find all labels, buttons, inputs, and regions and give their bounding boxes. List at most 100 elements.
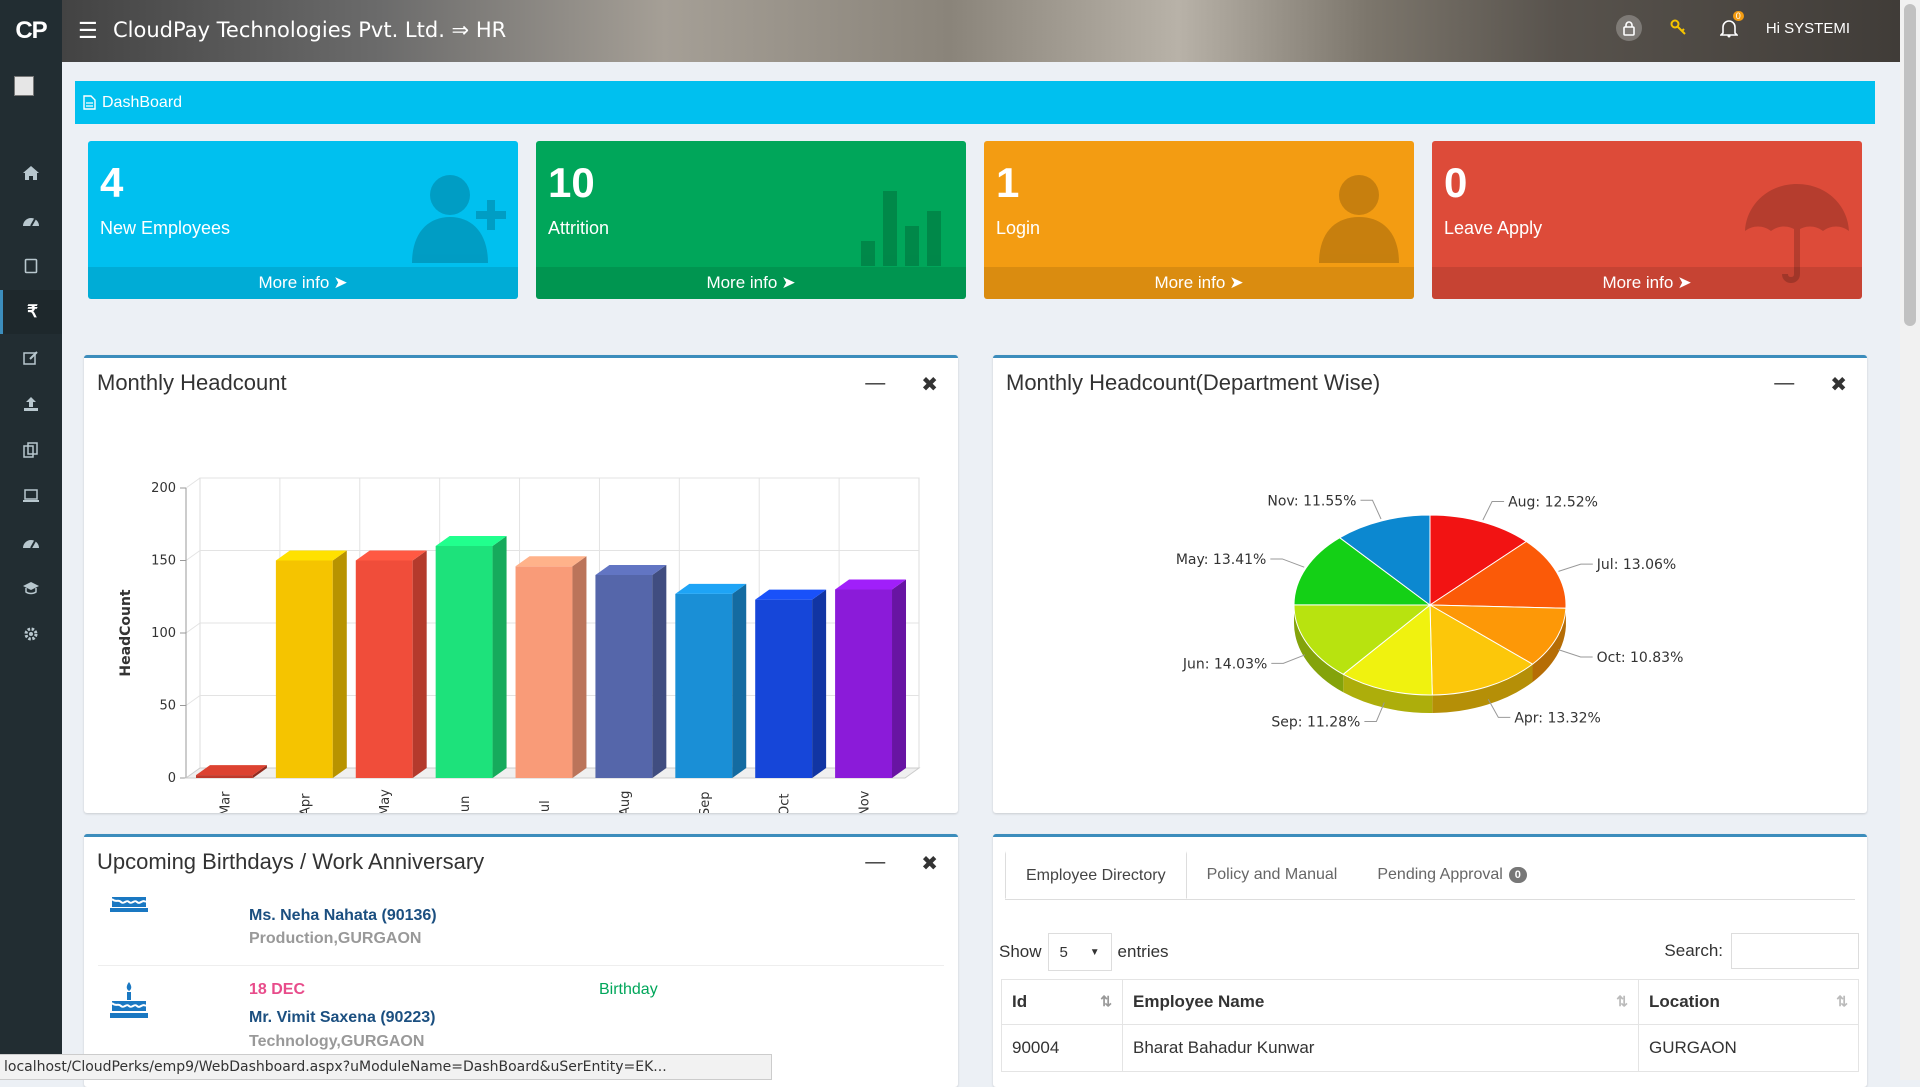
- pie-leader-line: [1483, 502, 1504, 520]
- more-info-label: More info: [258, 273, 329, 293]
- birthday-cake-icon: [110, 981, 148, 1021]
- entries-control: Show 5▼ entries: [999, 933, 1169, 971]
- breadcrumb: DashBoard: [75, 81, 1875, 124]
- cell-name: Bharat Bahadur Kunwar: [1123, 1025, 1639, 1072]
- entries-select[interactable]: 5▼: [1048, 933, 1112, 971]
- page-scrollbar[interactable]: [1900, 0, 1920, 1080]
- top-navbar: CP ☰ CloudPay Technologies Pvt. Ltd. ⇒ H…: [0, 0, 1900, 62]
- bell-icon[interactable]: 0: [1716, 15, 1742, 41]
- x-tick-label: Aug: [618, 791, 633, 813]
- caret-down-icon: ▼: [1090, 947, 1100, 958]
- x-tick-label: Mar: [218, 791, 233, 813]
- bar: [196, 775, 253, 778]
- upload-icon[interactable]: [0, 382, 62, 426]
- column-header-name[interactable]: Employee Name⇅: [1123, 980, 1639, 1025]
- home-icon[interactable]: [0, 151, 62, 195]
- x-tick-label: Sep: [698, 791, 713, 813]
- dashboard-icon[interactable]: [0, 198, 62, 242]
- more-info-link[interactable]: More info➤: [536, 267, 966, 299]
- table-row[interactable]: 90004 Bharat Bahadur Kunwar GURGAON: [1002, 1025, 1859, 1072]
- minimize-icon[interactable]: —: [865, 851, 885, 876]
- user-icon: [1314, 171, 1404, 267]
- edit-icon[interactable]: [0, 336, 62, 380]
- pie-slice-label: May: 13.41%: [1176, 552, 1266, 568]
- stat-value: 1: [996, 159, 1019, 207]
- more-info-link[interactable]: More info➤: [1432, 267, 1862, 299]
- breadcrumb-label[interactable]: DashBoard: [102, 94, 182, 112]
- birthday-cake-icon: [110, 889, 148, 915]
- key-icon[interactable]: [1666, 15, 1692, 41]
- x-tick-label: Jul: [538, 800, 553, 813]
- search-input[interactable]: [1731, 933, 1859, 969]
- user-avatar: [14, 76, 34, 96]
- app-logo[interactable]: CP: [0, 0, 62, 62]
- pie-leader-line: [1558, 564, 1592, 571]
- bar: [356, 561, 413, 779]
- file-icon: [83, 95, 96, 110]
- arrow-circle-icon: ➤: [1229, 273, 1243, 293]
- pie-slice-label: Sep: 11.28%: [1271, 714, 1360, 730]
- pending-count-badge: 0: [1509, 867, 1527, 883]
- pie-leader-line: [1360, 500, 1381, 519]
- x-tick-label: Oct: [778, 794, 793, 813]
- sidebar: ₹: [0, 62, 62, 1080]
- book-icon[interactable]: [0, 244, 62, 288]
- pie-slice-label: Oct: 10.83%: [1597, 650, 1684, 666]
- y-axis-label: HeadCount: [118, 589, 134, 677]
- bar-chart-icon: [856, 186, 956, 266]
- status-bar-url: localhost/CloudPerks/emp9/WebDashboard.a…: [0, 1054, 772, 1080]
- entries-value: 5: [1059, 944, 1067, 961]
- stat-label: Attrition: [548, 218, 609, 239]
- scrollbar-thumb[interactable]: [1904, 4, 1916, 326]
- settings-icon[interactable]: [0, 612, 62, 656]
- rupee-icon[interactable]: ₹: [0, 290, 62, 334]
- pie-slice-label: Aug: 12.52%: [1508, 495, 1598, 511]
- close-icon[interactable]: ✖: [921, 851, 938, 876]
- employee-name[interactable]: Mr. Vimit Saxena (90223): [249, 1009, 435, 1027]
- pie-leader-line: [1558, 650, 1592, 657]
- menu-toggle-icon[interactable]: ☰: [78, 18, 98, 44]
- column-header-id[interactable]: Id⇅: [1002, 980, 1123, 1025]
- more-info-label: More info: [1602, 273, 1673, 293]
- stat-box-login: 1 Login More info➤: [984, 141, 1414, 299]
- bar-side: [493, 536, 507, 778]
- app-title: CloudPay Technologies Pvt. Ltd. ⇒ HR: [113, 18, 506, 42]
- bar-side: [413, 551, 427, 779]
- search-label: Search:: [1664, 941, 1723, 961]
- bar: [755, 600, 812, 778]
- x-tick-label: May: [378, 789, 393, 813]
- stat-label: Login: [996, 218, 1040, 239]
- tab-pending-approval[interactable]: Pending Approval 0: [1357, 851, 1547, 899]
- tab-employee-directory[interactable]: Employee Directory: [1005, 851, 1187, 899]
- copy-icon[interactable]: [0, 428, 62, 472]
- more-info-link[interactable]: More info➤: [88, 267, 518, 299]
- tab-bar: Employee Directory Policy and Manual Pen…: [1005, 851, 1547, 899]
- tab-label: Pending Approval: [1377, 866, 1502, 884]
- panel-title: Upcoming Birthdays / Work Anniversary: [97, 849, 484, 875]
- x-tick-label: Nov: [858, 790, 873, 813]
- top-right-icons: 0 Hi SYSTEMI: [1616, 15, 1850, 41]
- more-info-label: More info: [1154, 273, 1225, 293]
- sort-icon: ⇅: [1616, 993, 1628, 1010]
- bar-side: [572, 556, 586, 778]
- graduation-icon[interactable]: [0, 566, 62, 610]
- lock-icon[interactable]: [1616, 15, 1642, 41]
- user-greeting[interactable]: Hi SYSTEMI: [1766, 20, 1850, 37]
- y-tick-label: 50: [159, 699, 176, 714]
- more-info-link[interactable]: More info➤: [984, 267, 1414, 299]
- dashboard-icon[interactable]: [0, 520, 62, 564]
- employee-name[interactable]: Ms. Neha Nahata (90136): [249, 907, 437, 925]
- laptop-icon[interactable]: [0, 474, 62, 518]
- stat-box-leave-apply: 0 Leave Apply More info➤: [1432, 141, 1862, 299]
- tab-divider: [1005, 899, 1855, 900]
- bar: [835, 590, 892, 779]
- bar: [675, 594, 732, 778]
- tab-policy-manual[interactable]: Policy and Manual: [1187, 851, 1358, 899]
- pie-slice-label: Jul: 13.06%: [1596, 557, 1676, 573]
- column-header-location[interactable]: Location⇅: [1639, 980, 1859, 1025]
- gridline: [186, 478, 200, 488]
- notification-count: 0: [1733, 11, 1744, 21]
- x-tick-label: Jun: [458, 796, 473, 813]
- department-pie-chart: Aug: 12.52%Jul: 13.06%Oct: 10.83%Apr: 13…: [993, 393, 1867, 813]
